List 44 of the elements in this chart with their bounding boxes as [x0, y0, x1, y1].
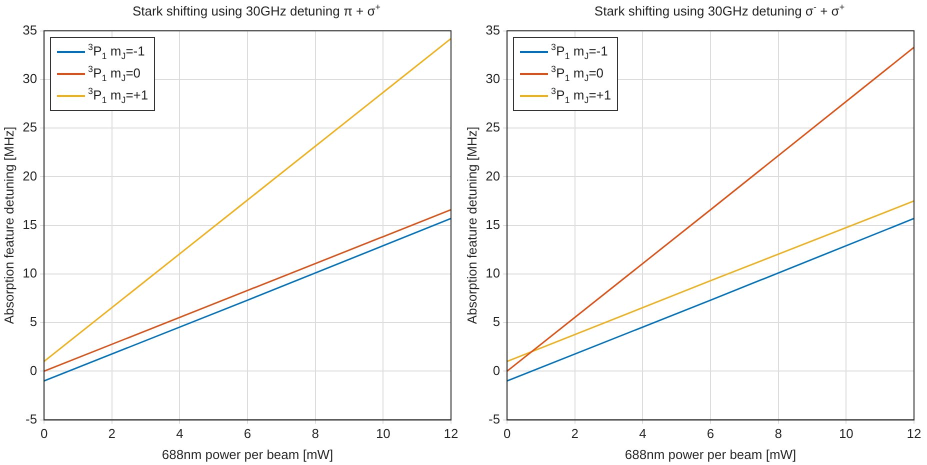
legend-label: $^{3}$P$_{1}$ m$_{J}$=+1 [551, 86, 612, 106]
x-tick-label: 6 [244, 426, 252, 442]
y-tick-label: 25 [22, 120, 38, 135]
y-tick-label: 25 [486, 120, 500, 135]
legend-label: $^{3}$P$_{1}$ m$_{J}$=0 [551, 64, 604, 84]
x-tick-label: 2 [108, 426, 116, 442]
chart-title: Stark shifting using 30GHz detuning π + σ$^{+}$ [131, 2, 382, 18]
x-tick-label: 12 [906, 426, 922, 442]
y-tick-label: 0 [492, 362, 500, 378]
y-tick-label: 10 [22, 266, 38, 281]
x-tick-label: 0 [40, 426, 48, 442]
y-tick-label: 30 [486, 71, 500, 86]
x-tick-label: 12 [444, 426, 458, 442]
y-axis-title: Absorption feature detuning [MHz] [464, 126, 480, 324]
x-tick-label: 0 [503, 426, 511, 442]
chart-title: Stark shifting using 30GHz detuning σ$^{-}$ + σ$^{+}$ [593, 2, 846, 18]
x-tick-label: 8 [312, 426, 319, 442]
x-tick-label: 2 [571, 426, 578, 442]
x-tick-label: 10 [838, 426, 854, 442]
x-tick-label: 10 [376, 426, 390, 442]
x-tick-label: 4 [639, 426, 646, 442]
x-tick-label: 6 [706, 426, 714, 442]
y-tick-label: 15 [22, 216, 38, 232]
x-tick-label: 8 [774, 426, 782, 442]
legend-label: $^{3}$P$_{1}$ m$_{J}$=-1 [88, 42, 145, 62]
legend-label: $^{3}$P$_{1}$ m$_{J}$=-1 [551, 42, 608, 62]
x-axis-title: 688nm power per beam [mW] [162, 446, 334, 462]
y-tick-label: -5 [488, 411, 500, 426]
y-tick-label: 0 [30, 362, 38, 378]
y-tick-label: 20 [22, 168, 38, 184]
y-tick-label: 30 [22, 71, 38, 86]
y-tick-label: 35 [486, 22, 500, 38]
x-axis-title: 688nm power per beam [mW] [624, 446, 796, 462]
y-tick-label: 5 [492, 314, 500, 330]
legend-label: $^{3}$P$_{1}$ m$_{J}$=0 [88, 64, 141, 84]
y-tick-label: 20 [486, 168, 500, 184]
x-tick-label: 4 [176, 426, 184, 442]
y-tick-label: 35 [22, 22, 38, 38]
y-tick-label: 5 [30, 314, 38, 330]
y-axis-title: Absorption feature detuning [MHz] [1, 126, 16, 324]
y-tick-label: 15 [486, 216, 500, 232]
y-tick-label: 10 [486, 266, 500, 281]
legend-label: $^{3}$P$_{1}$ m$_{J}$=+1 [88, 86, 148, 106]
y-tick-label: -5 [25, 411, 38, 426]
